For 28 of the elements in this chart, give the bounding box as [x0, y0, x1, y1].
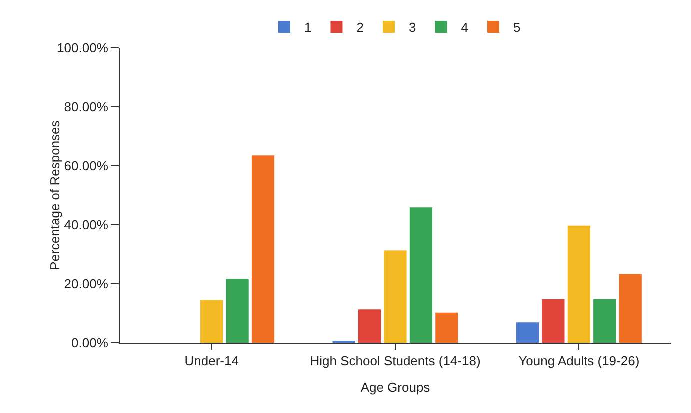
legend-label: 1: [304, 20, 312, 36]
y-axis-title: Percentage of Responses: [47, 120, 62, 270]
y-tick-label: 20.00%: [64, 276, 109, 292]
y-tick-label: 80.00%: [64, 100, 109, 115]
bar: [252, 156, 275, 343]
bar: [226, 278, 249, 343]
x-tick-label: Under-14: [184, 354, 239, 369]
x-tick-label: Young Adults (19-26): [518, 354, 640, 369]
bar: [542, 299, 565, 343]
y-tick-label: 60.00%: [64, 158, 109, 174]
bar: [410, 208, 433, 343]
bar: [594, 299, 616, 343]
bar: [436, 312, 458, 343]
legend-label: 3: [408, 20, 416, 36]
y-tick-label: 40.00%: [64, 218, 109, 233]
y-tick-label: 0.00%: [72, 336, 109, 351]
x-tick-label: High School Students (14-18): [310, 354, 481, 369]
y-tick-label: 100.00%: [57, 40, 109, 56]
legend-label: 2: [356, 20, 364, 36]
bar: [200, 300, 224, 343]
bar: [384, 250, 407, 343]
bar: [358, 310, 382, 343]
legend-label: 4: [461, 20, 468, 36]
bar: [619, 274, 642, 343]
bar: [568, 226, 590, 343]
x-axis-title: Age Groups: [360, 380, 431, 395]
legend-label: 5: [513, 20, 521, 36]
bar: [516, 322, 540, 343]
